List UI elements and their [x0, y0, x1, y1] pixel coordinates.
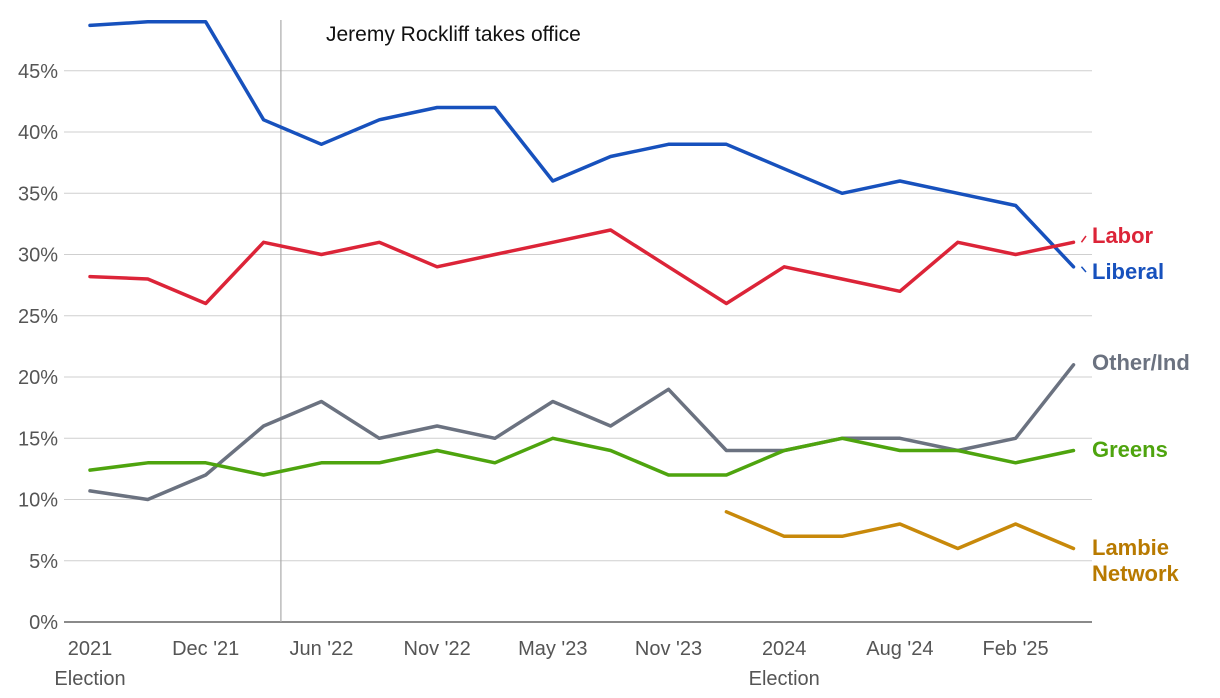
y-tick-label: 15%: [18, 428, 58, 450]
x-tick-label: Nov '23: [635, 638, 702, 660]
annotation: Jeremy Rockliff takes office: [280, 20, 581, 622]
series-label-greens: Greens: [1092, 437, 1168, 462]
y-axis-ticks: 0% 5% 10% 15% 20% 25% 30% 35% 40% 45%: [18, 61, 58, 634]
series-label-other-ind: Other/Ind: [1092, 350, 1190, 375]
x-tick-label: Dec '21: [172, 638, 239, 660]
label-leader-line: [1080, 266, 1087, 273]
series-label-labor: Labor: [1092, 223, 1154, 248]
x-tick-label: Nov '22: [404, 638, 471, 660]
x-tick-label: Feb '25: [983, 638, 1049, 660]
series-lines: [88, 20, 1076, 551]
x-tick-label: 2024: [762, 638, 807, 660]
y-tick-label: 25%: [18, 306, 58, 328]
y-tick-label: 20%: [18, 367, 58, 389]
series-label-lambie-network: Network: [1092, 561, 1180, 586]
y-tick-label: 40%: [18, 122, 58, 144]
series-label-lambie-network: Lambie: [1092, 535, 1169, 560]
annotation-text: Jeremy Rockliff takes office: [326, 23, 581, 46]
y-tick-label: 5%: [29, 551, 58, 573]
series-line-labor: [88, 228, 1076, 306]
x-tick-sublabel: Election: [749, 668, 820, 690]
series-line-greens: [88, 436, 1076, 477]
y-tick-label: 0%: [29, 612, 58, 634]
series-line-other-ind: [88, 363, 1076, 502]
gridlines: [64, 70, 1092, 623]
x-tick-label: May '23: [518, 638, 587, 660]
y-tick-label: 30%: [18, 245, 58, 267]
series-label-liberal: Liberal: [1092, 259, 1164, 284]
x-tick-label: Aug '24: [866, 638, 933, 660]
y-tick-label: 45%: [18, 61, 58, 83]
y-tick-label: 35%: [18, 183, 58, 205]
series-line-lambie-network: [724, 510, 1076, 551]
x-tick-label: Jun '22: [289, 638, 353, 660]
series-line-liberal: [88, 20, 1076, 269]
x-tick-sublabel: Election: [54, 668, 125, 690]
x-tick-label: 2021: [68, 638, 113, 660]
y-tick-label: 10%: [18, 490, 58, 512]
x-axis-ticks: 2021 Election Dec '21 Jun '22 Nov '22 May '23…: [54, 638, 1048, 690]
label-leader-line: [1080, 235, 1087, 243]
